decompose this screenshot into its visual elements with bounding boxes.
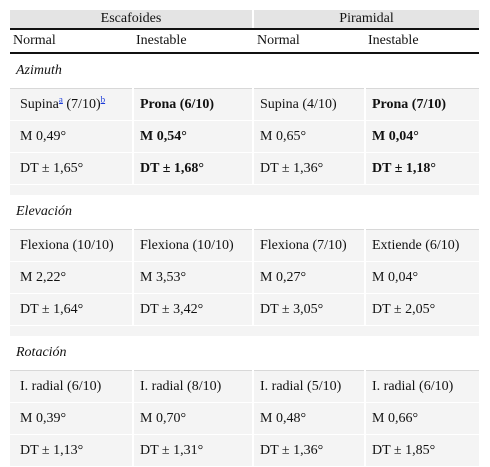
- group-header-piramidal: Piramidal: [253, 10, 479, 30]
- table-cell: Extiende (6/10): [365, 229, 479, 262]
- table-cell: M 3,53°: [133, 261, 254, 294]
- section-spacer: [10, 325, 479, 336]
- column-header: Normal: [10, 29, 133, 54]
- table-cell: DT ± 1,18°: [365, 152, 479, 185]
- table-cell: DT ± 1,68°: [133, 152, 254, 185]
- table-cell: DT ± 2,05°: [365, 293, 479, 326]
- table-cell: Supina (4/10): [253, 88, 366, 121]
- table-cell: Flexiona (7/10): [253, 229, 366, 262]
- table-cell: DT ± 1,36°: [253, 434, 366, 467]
- column-header-row: Normal Inestable Normal Inestable: [10, 29, 479, 54]
- table-cell: I. radial (6/10): [10, 370, 134, 403]
- group-header-escafoides: Escafoides: [10, 10, 254, 30]
- column-header: Normal: [253, 29, 365, 54]
- section-row: Elevación: [10, 195, 479, 230]
- column-header: Inestable: [365, 29, 479, 54]
- table-cell: Prona (6/10): [133, 88, 254, 121]
- table-cell: M 0,66°: [365, 402, 479, 435]
- table-cell: M 0,65°: [253, 120, 366, 153]
- section-spacer-cell: [10, 325, 479, 336]
- cell-text-count: (7/10): [62, 96, 101, 112]
- section-title: Elevación: [10, 195, 479, 230]
- table-cell: DT ± 1,65°: [10, 152, 134, 185]
- column-header: Inestable: [133, 29, 254, 54]
- table-cell: DT ± 1,13°: [10, 434, 134, 467]
- table-cell: M 0,70°: [133, 402, 254, 435]
- group-header-row: Escafoides Piramidal: [10, 10, 479, 30]
- table-cell: M 0,48°: [253, 402, 366, 435]
- table-row: M 2,22° M 3,53° M 0,27° M 0,04°: [10, 261, 479, 294]
- table-cell: M 0,49°: [10, 120, 134, 153]
- section-row: Rotación: [10, 336, 479, 371]
- table-cell: DT ± 1,85°: [365, 434, 479, 467]
- table-cell: M 2,22°: [10, 261, 134, 294]
- table-cell: DT ± 3,42°: [133, 293, 254, 326]
- table-cell: DT ± 3,05°: [253, 293, 366, 326]
- table-cell: DT ± 1,31°: [133, 434, 254, 467]
- table-cell: Flexiona (10/10): [133, 229, 254, 262]
- results-table: Escafoides Piramidal Normal Inestable No…: [10, 10, 479, 467]
- table-cell: M 0,04°: [365, 261, 479, 294]
- table-cell: I. radial (8/10): [133, 370, 254, 403]
- table-row: M 0,49° M 0,54° M 0,65° M 0,04°: [10, 120, 479, 153]
- section-spacer: [10, 184, 479, 195]
- table-body: Azimuth Supinaa (7/10)b Prona (6/10) Supina…: [10, 52, 479, 467]
- table-row: DT ± 1,13° DT ± 1,31° DT ± 1,36° DT ± 1,85°: [10, 434, 479, 467]
- table-cell: I. radial (5/10): [253, 370, 366, 403]
- table-cell: I. radial (6/10): [365, 370, 479, 403]
- table-cell: DT ± 1,36°: [253, 152, 366, 185]
- table-row: M 0,39° M 0,70° M 0,48° M 0,66°: [10, 402, 479, 435]
- table-row: DT ± 1,65° DT ± 1,68° DT ± 1,36° DT ± 1,18°: [10, 152, 479, 185]
- table-cell: Supinaa (7/10)b: [10, 88, 134, 121]
- footnote-link-a[interactable]: a: [58, 93, 63, 104]
- cell-text: Supina: [20, 96, 59, 112]
- table-row: DT ± 1,64° DT ± 3,42° DT ± 3,05° DT ± 2,05°: [10, 293, 479, 326]
- table-cell: M 0,27°: [253, 261, 366, 294]
- table-cell: M 0,39°: [10, 402, 134, 435]
- section-title: Azimuth: [10, 52, 479, 89]
- table-row: Flexiona (10/10) Flexiona (10/10) Flexiona…: [10, 229, 479, 262]
- table-row: I. radial (6/10) I. radial (8/10) I. radia…: [10, 370, 479, 403]
- table-row: Supinaa (7/10)b Prona (6/10) Supina (4/10)…: [10, 88, 479, 121]
- table-cell: DT ± 1,64°: [10, 293, 134, 326]
- section-row: Azimuth: [10, 52, 479, 89]
- table-cell: M 0,04°: [365, 120, 479, 153]
- section-spacer-cell: [10, 184, 479, 195]
- table-cell: Flexiona (10/10): [10, 229, 134, 262]
- footnote-link-b[interactable]: b: [100, 93, 106, 104]
- table-cell: M 0,54°: [133, 120, 254, 153]
- section-title: Rotación: [10, 336, 479, 371]
- table-cell: Prona (7/10): [365, 88, 479, 121]
